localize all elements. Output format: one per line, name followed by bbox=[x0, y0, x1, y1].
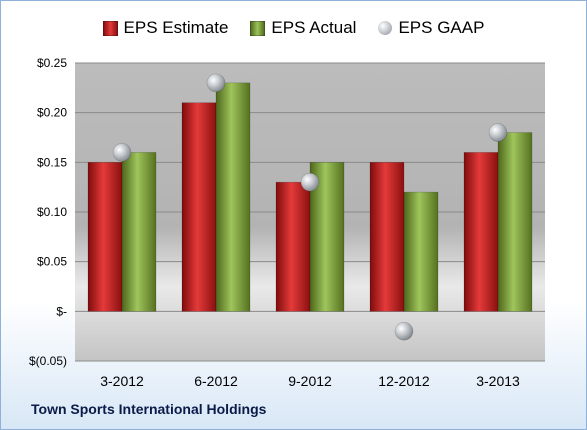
estimate-bar bbox=[463, 152, 499, 312]
estimate-bar bbox=[275, 181, 311, 312]
legend: EPS Estimate EPS Actual EPS GAAP bbox=[1, 15, 586, 41]
gaap-marker bbox=[394, 321, 414, 341]
x-tick-label: 9-2012 bbox=[288, 373, 332, 389]
legend-item-gaap: EPS GAAP bbox=[378, 18, 484, 38]
legend-swatch-estimate bbox=[102, 20, 118, 36]
gaap-marker bbox=[300, 172, 320, 192]
y-tick-label: $(0.05) bbox=[29, 354, 67, 368]
gaap-marker bbox=[488, 123, 508, 142]
x-axis-labels: 3-2012 6-2012 9-2012 12-2012 3-2013 bbox=[100, 373, 520, 389]
x-tick-label: 12-2012 bbox=[378, 373, 430, 389]
x-tick-label: 3-2012 bbox=[100, 373, 144, 389]
gaap-marker bbox=[206, 73, 226, 93]
y-tick-label: $- bbox=[56, 304, 67, 318]
y-tick-label: $0.10 bbox=[37, 205, 67, 219]
y-tick-label: $0.15 bbox=[37, 155, 67, 169]
bars bbox=[87, 82, 533, 312]
x-tick-label: 3-2013 bbox=[476, 373, 520, 389]
company-name: Town Sports International Holdings bbox=[31, 401, 267, 417]
legend-swatch-gaap bbox=[378, 21, 393, 35]
y-tick-label: $0.20 bbox=[37, 106, 67, 120]
gaap-markers bbox=[112, 73, 508, 341]
legend-label-actual: EPS Actual bbox=[271, 18, 357, 37]
estimate-bar bbox=[181, 102, 217, 312]
y-axis-ticks: $0.25 $0.20 $0.15 $0.10 $0.05 $- $(0.05) bbox=[29, 56, 67, 368]
gaap-marker bbox=[112, 143, 132, 162]
y-tick-label: $0.05 bbox=[37, 255, 67, 269]
actual-bar bbox=[497, 132, 533, 312]
actual-bar bbox=[215, 82, 251, 312]
estimate-bar bbox=[369, 162, 405, 312]
legend-label-estimate: EPS Estimate bbox=[123, 18, 229, 37]
legend-item-estimate: EPS Estimate bbox=[102, 18, 229, 38]
estimate-bar bbox=[87, 162, 123, 312]
legend-label-gaap: EPS GAAP bbox=[398, 18, 485, 37]
x-tick-label: 6-2012 bbox=[194, 373, 238, 389]
y-tick-label: $0.25 bbox=[37, 56, 67, 70]
legend-item-actual: EPS Actual bbox=[250, 18, 356, 38]
actual-bar bbox=[121, 152, 157, 312]
actual-bar bbox=[403, 191, 439, 312]
legend-swatch-actual bbox=[250, 20, 266, 36]
